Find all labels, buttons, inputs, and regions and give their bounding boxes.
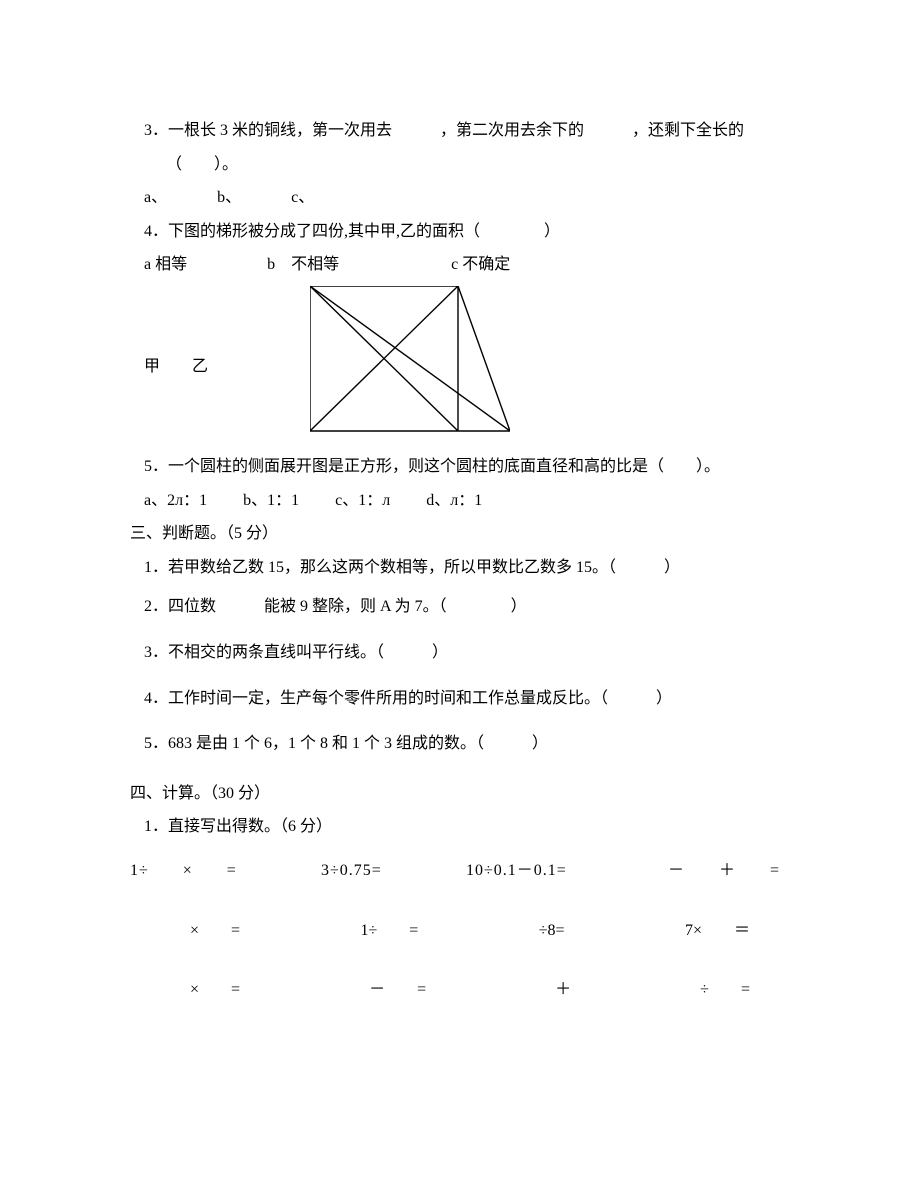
q4-options-line: a 相等 b 不相等 c 不确定 bbox=[130, 252, 790, 278]
calc-3c: ＋ bbox=[555, 977, 571, 1003]
q4-stem: 4．下图的梯形被分成了四份,其中甲,乙的面积（ ） bbox=[130, 219, 790, 245]
calc-row-2: × = 1÷ = ÷8= 7× ＝ bbox=[130, 918, 790, 944]
q4-label-yi: 乙 bbox=[192, 354, 208, 380]
calc-3a: × = bbox=[190, 977, 240, 1003]
section4-sub1: 1．直接写出得数。（6 分） bbox=[130, 814, 790, 840]
calc-2c: ÷8= bbox=[539, 918, 565, 944]
judge-4: 4．工作时间一定，生产每个零件所用的时间和工作总量成反比。（ ） bbox=[130, 686, 790, 712]
q5-opt-c: c、1：л bbox=[335, 488, 390, 514]
q5-options: a、2л：1 b、1：1 c、1：л d、л：1 bbox=[130, 488, 790, 514]
q3-opt-a: a、 bbox=[144, 185, 167, 211]
q3-stem: 3．一根长 3 米的铜线，第一次用去 ，第二次用去余下的 ，还剩下全长的 bbox=[130, 118, 790, 144]
calc-row-3: × = － = ＋ ÷ = bbox=[130, 977, 790, 1003]
q4-trapezoid-diagram bbox=[310, 286, 510, 436]
calc-3b: － = bbox=[369, 977, 426, 1003]
judge-2: 2．四位数 能被 9 整除，则 A 为 7。（ ） bbox=[130, 594, 790, 620]
calc-row-1: 1÷ × = 3÷0.75= 10÷0.1－0.1= － ＋ = bbox=[130, 858, 790, 884]
calc-2d: 7× ＝ bbox=[685, 918, 750, 944]
judge-5: 5．683 是由 1 个 6，1 个 8 和 1 个 3 组成的数。（ ） bbox=[130, 731, 790, 757]
q4-side-labels: 甲 乙 bbox=[144, 354, 236, 380]
q3-opt-c: c、 bbox=[291, 185, 314, 211]
calc-1b: 3÷0.75= bbox=[321, 858, 382, 884]
calc-2a: × = bbox=[190, 918, 240, 944]
calc-1d: － ＋ = bbox=[651, 858, 780, 884]
q5-opt-d: d、л：1 bbox=[426, 488, 482, 514]
calc-1c: 10÷0.1－0.1= bbox=[466, 858, 567, 884]
calc-3d: ÷ = bbox=[700, 977, 750, 1003]
q4-label-jia: 甲 bbox=[144, 354, 160, 380]
calc-2b: 1÷ = bbox=[360, 918, 418, 944]
q5-opt-b: b、1：1 bbox=[243, 488, 299, 514]
calc-1a: 1÷ × = bbox=[130, 858, 237, 884]
q5-opt-a: a、2л：1 bbox=[144, 488, 207, 514]
section3-title: 三、判断题。（5 分） bbox=[130, 521, 790, 547]
q5-stem: 5．一个圆柱的侧面展开图是正方形，则这个圆柱的底面直径和高的比是（ ）。 bbox=[130, 454, 790, 480]
q3-opt-b: b、 bbox=[217, 185, 241, 211]
judge-3: 3．不相交的两条直线叫平行线。（ ） bbox=[130, 640, 790, 666]
q4-figure-wrap: 甲 乙 bbox=[130, 286, 790, 446]
q3-options: a、 b、 c、 bbox=[130, 185, 790, 211]
q3-blank: （ ）。 bbox=[130, 152, 790, 178]
section4-title: 四、计算。（30 分） bbox=[130, 781, 790, 807]
judge-1: 1．若甲数给乙数 15，那么这两个数相等，所以甲数比乙数多 15。（ ） bbox=[130, 555, 790, 581]
